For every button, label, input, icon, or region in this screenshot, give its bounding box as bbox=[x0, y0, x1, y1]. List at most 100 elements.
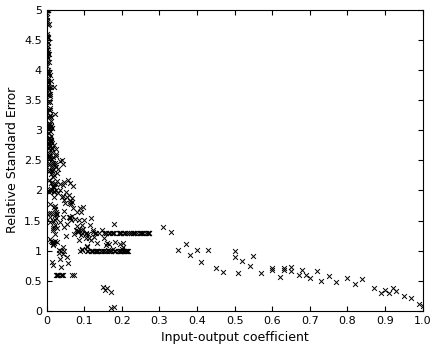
Point bbox=[112, 248, 119, 253]
Point bbox=[139, 230, 146, 236]
Point bbox=[107, 289, 114, 295]
Point bbox=[50, 160, 57, 166]
Point bbox=[86, 235, 93, 241]
Point bbox=[51, 203, 58, 209]
Point bbox=[53, 211, 60, 217]
Point bbox=[53, 187, 60, 192]
Point bbox=[44, 99, 51, 104]
Point bbox=[51, 84, 58, 90]
Point bbox=[99, 248, 106, 253]
Point bbox=[44, 7, 51, 12]
Point bbox=[53, 211, 60, 217]
Point bbox=[58, 264, 65, 270]
Point bbox=[117, 248, 124, 253]
Point bbox=[67, 201, 74, 206]
Point bbox=[43, 48, 50, 53]
Point bbox=[145, 230, 152, 236]
Point bbox=[50, 154, 57, 160]
Point bbox=[49, 168, 55, 174]
Point bbox=[63, 194, 70, 200]
Point bbox=[66, 198, 73, 204]
Point bbox=[64, 177, 71, 183]
Point bbox=[55, 272, 62, 278]
Point bbox=[45, 35, 52, 40]
Point bbox=[54, 178, 61, 184]
Point bbox=[288, 264, 295, 270]
Point bbox=[74, 224, 81, 229]
Point bbox=[124, 248, 131, 253]
Point bbox=[50, 240, 57, 246]
Point bbox=[45, 70, 52, 75]
Point bbox=[416, 301, 423, 307]
Point bbox=[106, 241, 113, 247]
Point bbox=[111, 221, 118, 226]
Point bbox=[48, 210, 55, 216]
Point bbox=[45, 51, 52, 56]
Point bbox=[51, 172, 58, 178]
Point bbox=[288, 268, 295, 274]
Point bbox=[47, 99, 54, 105]
Point bbox=[57, 219, 64, 224]
Point bbox=[47, 155, 54, 161]
Point bbox=[49, 145, 55, 150]
Point bbox=[52, 151, 59, 156]
Point bbox=[351, 281, 358, 287]
Point bbox=[50, 240, 57, 245]
Point bbox=[104, 240, 111, 246]
Point bbox=[47, 78, 54, 84]
Point bbox=[46, 168, 53, 173]
Point bbox=[44, 83, 51, 89]
Point bbox=[108, 248, 115, 253]
Point bbox=[48, 172, 55, 177]
Point bbox=[77, 209, 84, 215]
Y-axis label: Relative Standard Error: Relative Standard Error bbox=[6, 87, 18, 233]
Point bbox=[80, 217, 87, 223]
Point bbox=[47, 123, 54, 128]
Point bbox=[77, 232, 84, 238]
Point bbox=[55, 247, 62, 253]
Point bbox=[43, 34, 50, 39]
Point bbox=[53, 225, 60, 230]
Point bbox=[45, 71, 52, 77]
Point bbox=[269, 265, 276, 271]
Point bbox=[129, 230, 136, 236]
Point bbox=[344, 275, 351, 280]
Point bbox=[45, 114, 52, 120]
Point bbox=[142, 230, 149, 236]
Point bbox=[49, 156, 55, 162]
Point bbox=[45, 55, 52, 61]
Point bbox=[48, 139, 55, 145]
Point bbox=[44, 43, 51, 48]
Point bbox=[106, 248, 113, 253]
Point bbox=[45, 135, 52, 141]
Point bbox=[43, 17, 50, 22]
Point bbox=[45, 34, 52, 40]
Point bbox=[46, 153, 53, 159]
Point bbox=[49, 262, 56, 268]
Point bbox=[50, 218, 57, 224]
Point bbox=[65, 214, 72, 220]
Point bbox=[117, 248, 124, 253]
Point bbox=[83, 243, 90, 249]
Point bbox=[60, 272, 67, 278]
Point bbox=[59, 194, 66, 199]
Point bbox=[43, 59, 50, 65]
Point bbox=[69, 205, 76, 210]
Point bbox=[87, 215, 94, 221]
Point bbox=[125, 230, 132, 236]
Point bbox=[123, 248, 130, 253]
Point bbox=[47, 142, 54, 148]
Point bbox=[44, 22, 51, 28]
Point bbox=[44, 53, 51, 58]
Point bbox=[49, 184, 56, 189]
Point bbox=[121, 248, 128, 253]
Point bbox=[44, 122, 51, 128]
Point bbox=[49, 167, 56, 172]
Point bbox=[49, 167, 56, 173]
Point bbox=[60, 197, 67, 202]
Point bbox=[66, 201, 73, 206]
Point bbox=[393, 288, 400, 294]
Point bbox=[50, 189, 57, 194]
Point bbox=[49, 183, 56, 189]
Point bbox=[131, 230, 138, 236]
